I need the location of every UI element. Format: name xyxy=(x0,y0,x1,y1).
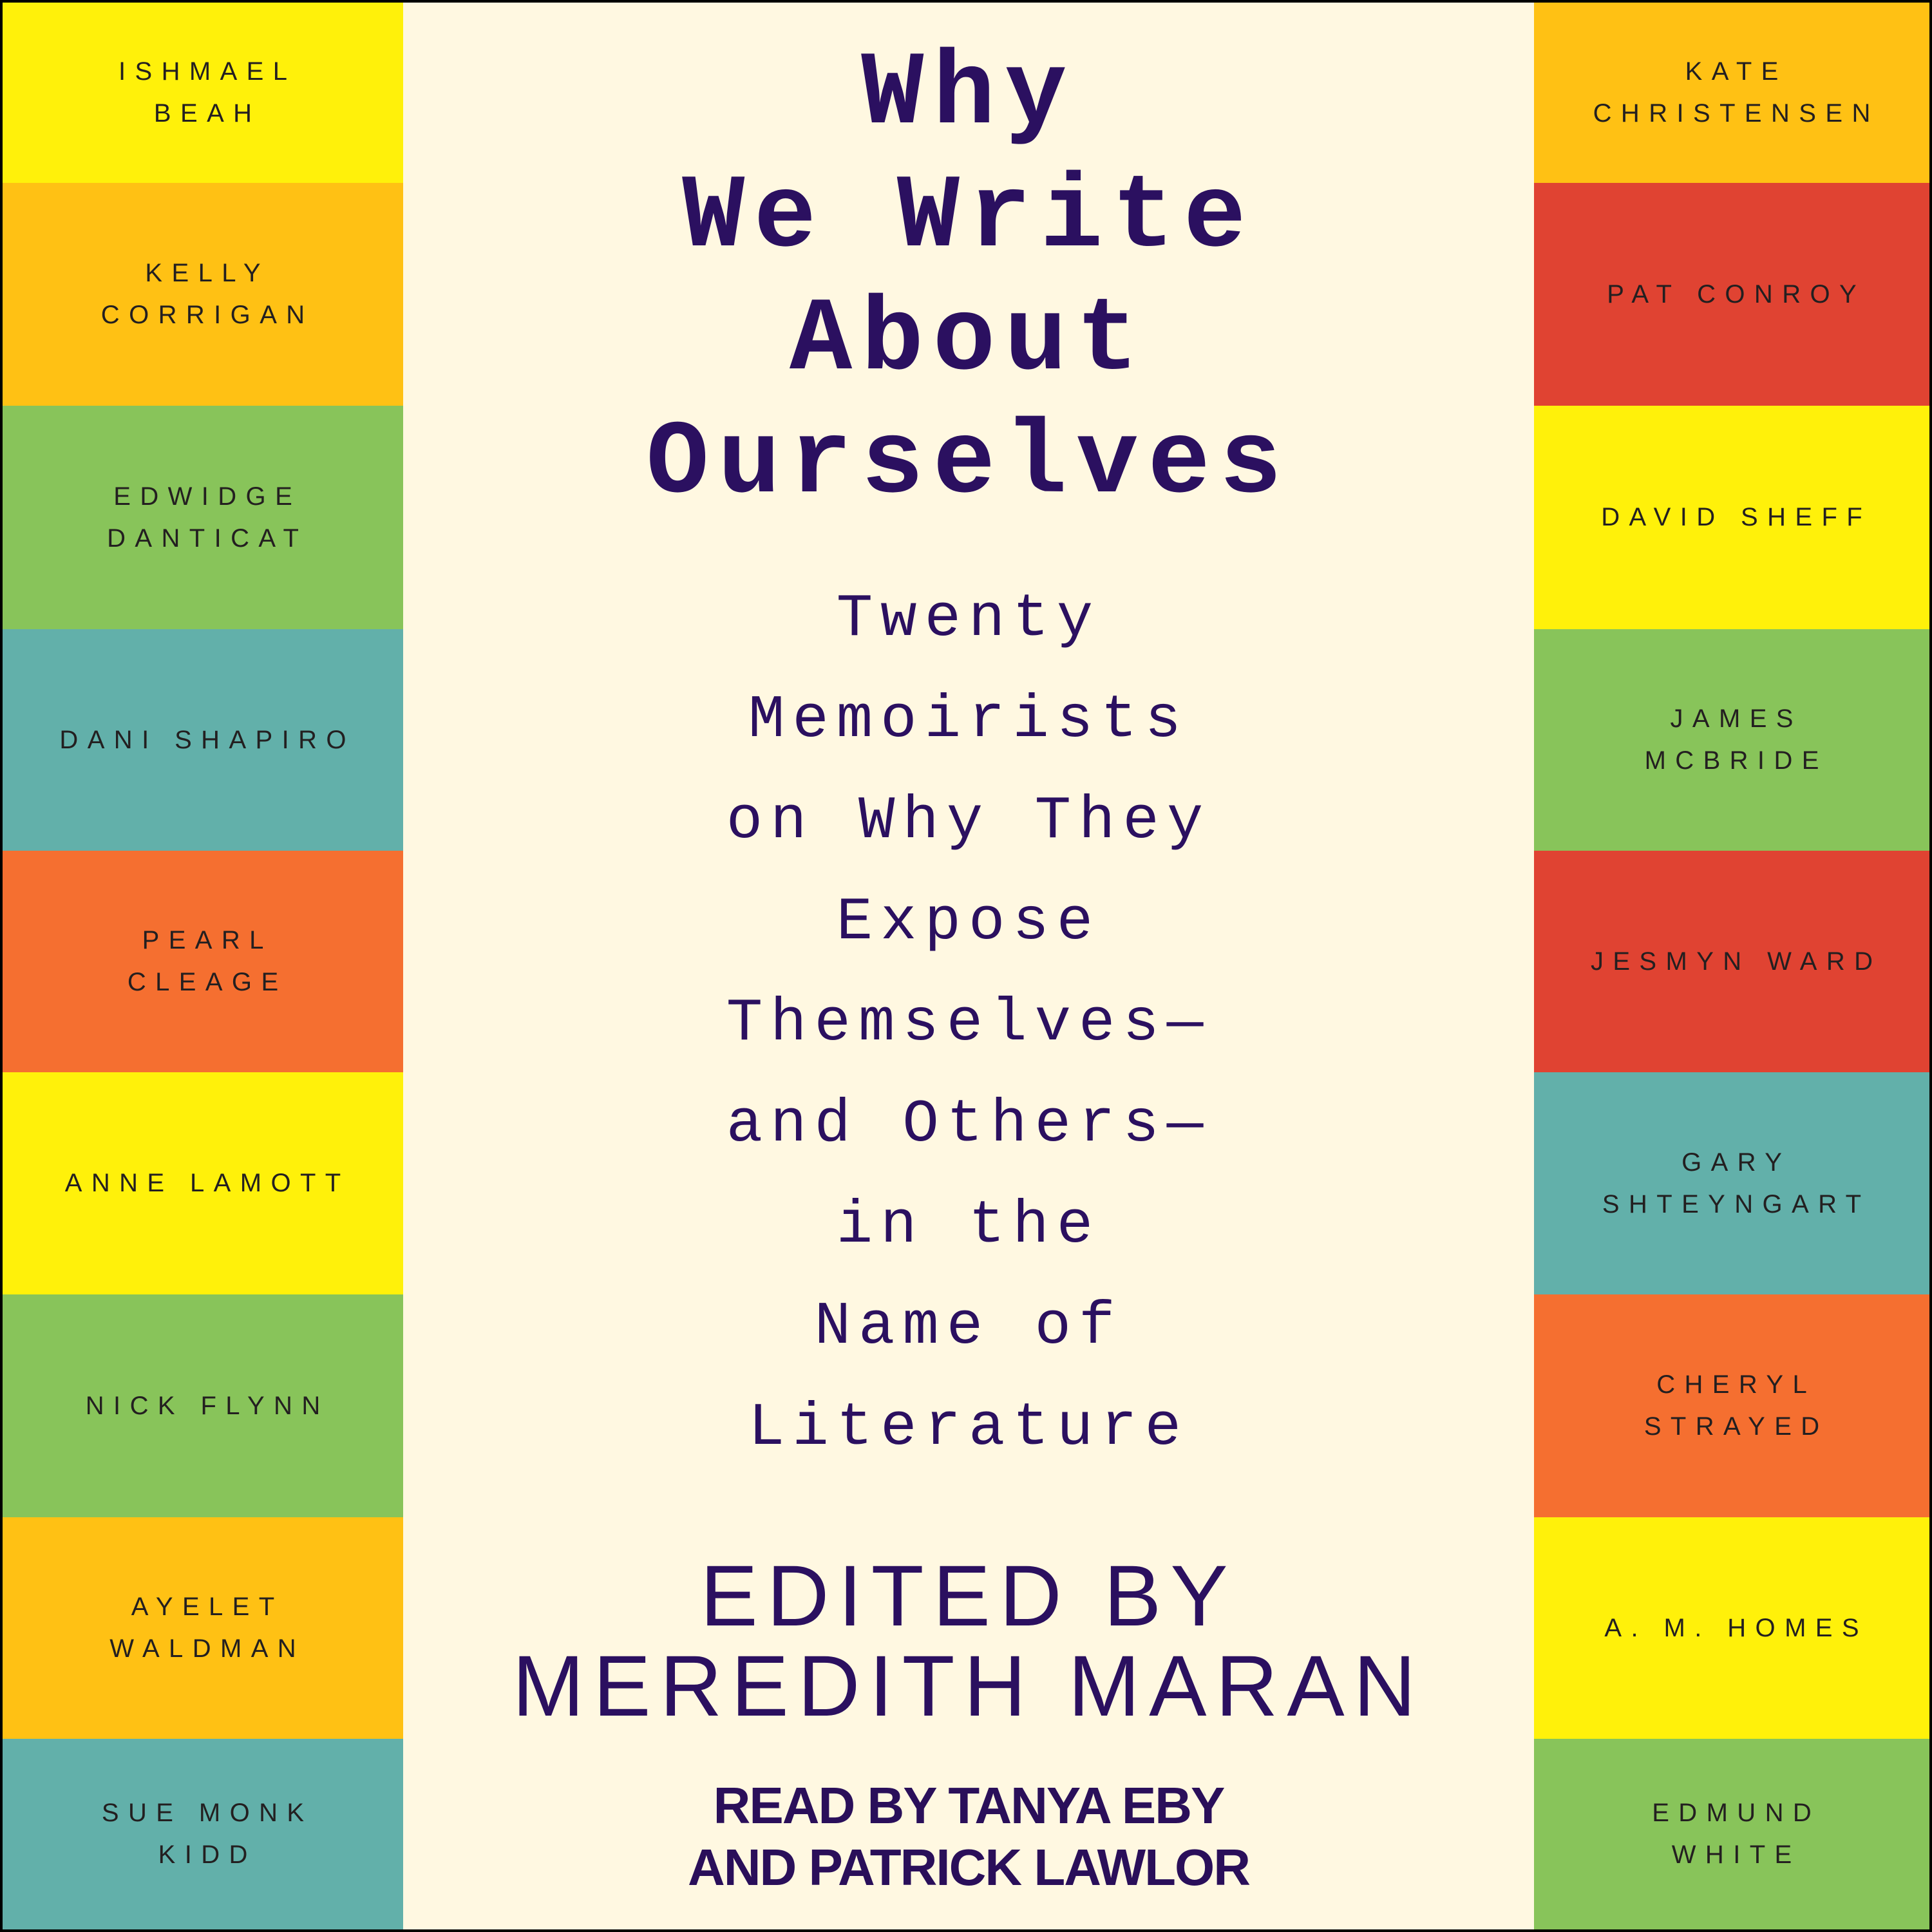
author-tile: NICK FLYNN xyxy=(3,1294,403,1517)
author-tile: AYELET WALDMAN xyxy=(3,1517,403,1739)
title-line: Why xyxy=(861,35,1076,154)
author-name: JESMYN WARD xyxy=(1590,947,1882,976)
author-tile: PEARL CLEAGE xyxy=(3,851,403,1072)
author-name: SUE MONK xyxy=(101,1799,314,1827)
author-tile: KATE CHRISTENSEN xyxy=(1534,3,1929,183)
author-name: SHTEYNGART xyxy=(1602,1189,1871,1218)
narrator-credit: READ BY TANYA EBY AND PATRICK LAWLOR xyxy=(403,1775,1534,1899)
author-tile: EDMUND WHITE xyxy=(1534,1739,1929,1929)
subtitle-line: Name of xyxy=(814,1293,1123,1361)
author-name: CLEAGE xyxy=(127,968,288,996)
editor-line: MEREDITH MARAN xyxy=(512,1638,1425,1734)
book-title: Why We Write About Ourselves xyxy=(403,33,1534,526)
author-tile: SUE MONK KIDD xyxy=(3,1739,403,1929)
author-tile: CHERYL STRAYED xyxy=(1534,1294,1929,1517)
editor-credit: EDITED BY MEREDITH MARAN xyxy=(377,1551,1560,1732)
subtitle-line: Twenty xyxy=(836,585,1101,654)
author-name: PAT CONROY xyxy=(1607,279,1866,308)
author-name: EDWIDGE xyxy=(113,482,302,511)
author-tile: JESMYN WARD xyxy=(1534,851,1929,1072)
author-tile: GARY SHTEYNGART xyxy=(1534,1072,1929,1294)
author-name: GARY xyxy=(1681,1148,1792,1177)
author-name: WHITE xyxy=(1671,1841,1801,1869)
subtitle-line: and Others— xyxy=(726,1091,1211,1159)
author-name: CHRISTENSEN xyxy=(1593,99,1880,128)
author-name: BEAH xyxy=(153,99,261,128)
author-name: CORRIGAN xyxy=(100,301,314,329)
author-name: AYELET xyxy=(131,1593,284,1621)
title-line: Ourselves xyxy=(646,404,1291,523)
author-name: ISHMAEL xyxy=(118,57,297,86)
narrator-line: READ BY TANYA EBY xyxy=(713,1777,1226,1834)
title-line: About xyxy=(789,281,1148,400)
author-name: EDMUND xyxy=(1652,1799,1821,1827)
author-name: WALDMAN xyxy=(109,1634,306,1663)
author-tile: ANNE LAMOTT xyxy=(3,1072,403,1294)
subtitle-line: Literature xyxy=(748,1394,1189,1463)
subtitle-line: Memoirists xyxy=(748,687,1189,755)
author-tile: ISHMAEL BEAH xyxy=(3,3,403,183)
author-tile: A. M. HOMES xyxy=(1534,1517,1929,1739)
book-cover: ISHMAEL BEAH KELLY CORRIGAN EDWIDGE DANTICAT D… xyxy=(3,3,1929,1929)
author-name: PEARL xyxy=(142,926,273,954)
author-name: A. M. HOMES xyxy=(1604,1613,1868,1642)
author-name: DANTICAT xyxy=(107,524,308,553)
author-tile: EDWIDGE DANTICAT xyxy=(3,406,403,629)
author-tile: KELLY CORRIGAN xyxy=(3,183,403,406)
subtitle-line: on Why They xyxy=(726,788,1211,856)
subtitle-line: in the xyxy=(836,1192,1101,1260)
left-author-column: ISHMAEL BEAH KELLY CORRIGAN EDWIDGE DANTICAT D… xyxy=(3,3,403,1929)
author-name: KELLY xyxy=(145,259,270,287)
author-name: CHERYL xyxy=(1656,1370,1817,1399)
book-subtitle: Twenty Memoirists on Why They Expose The… xyxy=(403,569,1534,1479)
author-name: KIDD xyxy=(158,1841,257,1869)
center-panel: Why We Write About Ourselves Twenty Memo… xyxy=(403,3,1534,1929)
author-tile: DAVID SHEFF xyxy=(1534,406,1929,629)
author-name: JAMES xyxy=(1670,705,1803,733)
title-line: We Write xyxy=(682,158,1255,277)
author-name: NICK FLYNN xyxy=(85,1391,330,1420)
author-tile: JAMES MCBRIDE xyxy=(1534,629,1929,851)
editor-line: EDITED BY xyxy=(700,1548,1237,1644)
narrator-line: AND PATRICK LAWLOR xyxy=(687,1839,1251,1896)
author-name: ANNE LAMOTT xyxy=(64,1169,350,1197)
author-name: MCBRIDE xyxy=(1644,746,1828,775)
author-name: STRAYED xyxy=(1643,1412,1829,1441)
subtitle-line: Expose xyxy=(836,889,1101,957)
author-tile: PAT CONROY xyxy=(1534,183,1929,406)
author-tile: DANI SHAPIRO xyxy=(3,629,403,851)
author-name: KATE xyxy=(1685,57,1788,86)
author-name: DANI SHAPIRO xyxy=(59,725,355,754)
subtitle-line: Themselves— xyxy=(726,990,1211,1058)
author-name: DAVID SHEFF xyxy=(1601,503,1872,531)
right-author-column: KATE CHRISTENSEN PAT CONROY DAVID SHEFF JAME… xyxy=(1534,3,1929,1929)
